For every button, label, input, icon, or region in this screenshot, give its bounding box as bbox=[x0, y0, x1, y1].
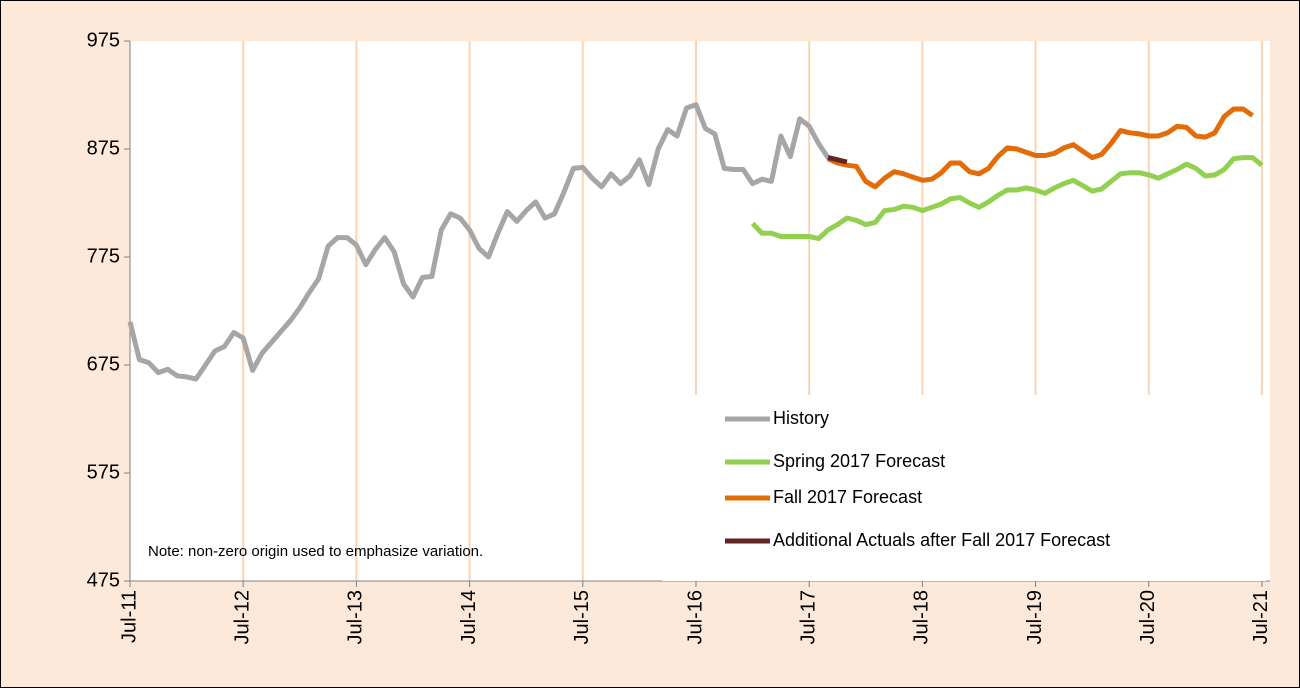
legend-label: Additional Actuals after Fall 2017 Forec… bbox=[773, 530, 1110, 550]
series-line bbox=[826, 106, 1254, 190]
x-tick-label: Jul-15 bbox=[571, 590, 593, 644]
annotation: Note: non-zero origin used to emphasize … bbox=[148, 543, 483, 560]
y-tick-label: 475 bbox=[87, 569, 120, 591]
x-tick-label: Jul-14 bbox=[458, 590, 480, 644]
series-line bbox=[750, 155, 1264, 242]
legend-label: Fall 2017 Forecast bbox=[773, 487, 922, 507]
x-tick-label: Jul-20 bbox=[1137, 590, 1159, 644]
legend-label: History bbox=[773, 408, 829, 428]
y-tick-label: 975 bbox=[87, 29, 120, 51]
y-tick-label: 675 bbox=[87, 353, 120, 375]
y-tick-label: 875 bbox=[87, 137, 120, 159]
x-tick-label: Jul-11 bbox=[118, 590, 140, 643]
x-tick-label: Jul-18 bbox=[911, 590, 933, 644]
y-tick-label: 575 bbox=[87, 461, 120, 483]
x-tick-label: Jul-16 bbox=[684, 590, 706, 644]
series-line bbox=[827, 155, 848, 165]
y-tick-label: 775 bbox=[87, 245, 120, 267]
x-tick-label: Jul-13 bbox=[345, 590, 367, 644]
legend-box bbox=[662, 395, 1266, 581]
x-tick-label: Jul-17 bbox=[797, 590, 819, 644]
series-line bbox=[127, 102, 839, 382]
x-tick-label: Jul-19 bbox=[1024, 590, 1046, 644]
x-tick-label: Jul-12 bbox=[231, 590, 253, 644]
legend-label: Spring 2017 Forecast bbox=[773, 451, 945, 471]
x-tick-label: Jul-21 bbox=[1250, 590, 1272, 644]
